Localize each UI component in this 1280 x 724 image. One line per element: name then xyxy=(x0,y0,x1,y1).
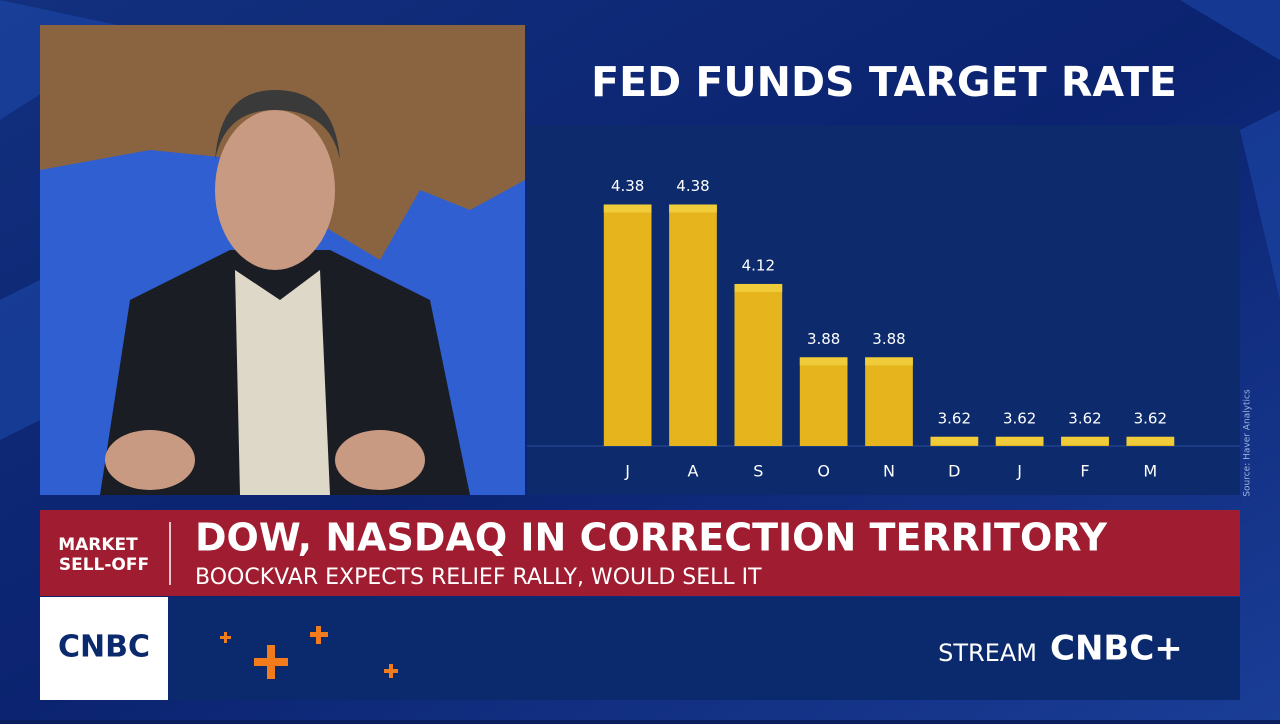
bar xyxy=(734,283,783,446)
value-label: 3.62 xyxy=(1003,409,1036,427)
value-label: 3.88 xyxy=(807,330,840,348)
logo-box xyxy=(40,597,168,700)
bar xyxy=(669,204,717,446)
x-tick-label: A xyxy=(688,462,699,481)
x-tick-label: D xyxy=(948,462,960,481)
value-label: 4.38 xyxy=(676,177,709,195)
bar xyxy=(603,204,652,446)
hand xyxy=(105,430,195,490)
x-tick-label: F xyxy=(1080,462,1089,481)
chart-title: FED FUNDS TARGET RATE xyxy=(591,58,1177,106)
bar xyxy=(799,357,848,446)
x-tick-label: O xyxy=(817,462,830,481)
video-panel xyxy=(40,25,525,495)
x-tick-label: M xyxy=(1143,462,1157,481)
x-tick-label: J xyxy=(1016,462,1022,481)
bar-cap xyxy=(865,357,913,366)
x-tick-label: J xyxy=(624,462,630,481)
value-label: 3.62 xyxy=(1068,409,1101,427)
logo: CNBC xyxy=(58,630,150,665)
face xyxy=(215,110,335,270)
tag-line: MARKET xyxy=(58,535,138,555)
headline: DOW, NASDAQ IN CORRECTION TERRITORY xyxy=(195,516,1107,560)
x-tick-label: N xyxy=(883,462,895,481)
shirt xyxy=(235,270,330,495)
bar-cap xyxy=(930,436,979,445)
hand xyxy=(335,430,425,490)
lower-third xyxy=(40,510,1240,596)
stream: STREAM xyxy=(938,639,1037,667)
value-label: 3.62 xyxy=(938,409,971,427)
tag-line: SELL-OFF xyxy=(59,555,149,575)
bar-cap xyxy=(995,436,1044,445)
footer-bar xyxy=(40,597,1240,700)
decor-plus xyxy=(220,626,398,679)
bar-cap xyxy=(734,283,783,292)
bar-cap xyxy=(669,204,717,213)
bar-cap xyxy=(799,357,848,366)
value-label: 3.88 xyxy=(872,330,905,348)
value-label: 4.12 xyxy=(742,256,775,274)
bar-cap xyxy=(603,204,652,213)
source: Source: Haver Analytics xyxy=(1243,389,1253,497)
x-tick-label: S xyxy=(753,462,763,481)
stream-logo: CNBC+ xyxy=(1050,629,1183,669)
bars: J 4.38 A 4.38 S 4.12 O 3.88 N 3.88 D 3.62 J 3.62 F 3.62… xyxy=(603,177,1175,481)
bar xyxy=(865,357,913,446)
bar-cap xyxy=(1061,436,1109,445)
hair xyxy=(215,90,340,160)
bar-cap xyxy=(1126,436,1175,445)
subheadline: BOOCKVAR EXPECTS RELIEF RALLY, WOULD SEL… xyxy=(195,565,762,590)
value-label: 4.38 xyxy=(611,177,644,195)
value-label: 3.62 xyxy=(1134,409,1167,427)
